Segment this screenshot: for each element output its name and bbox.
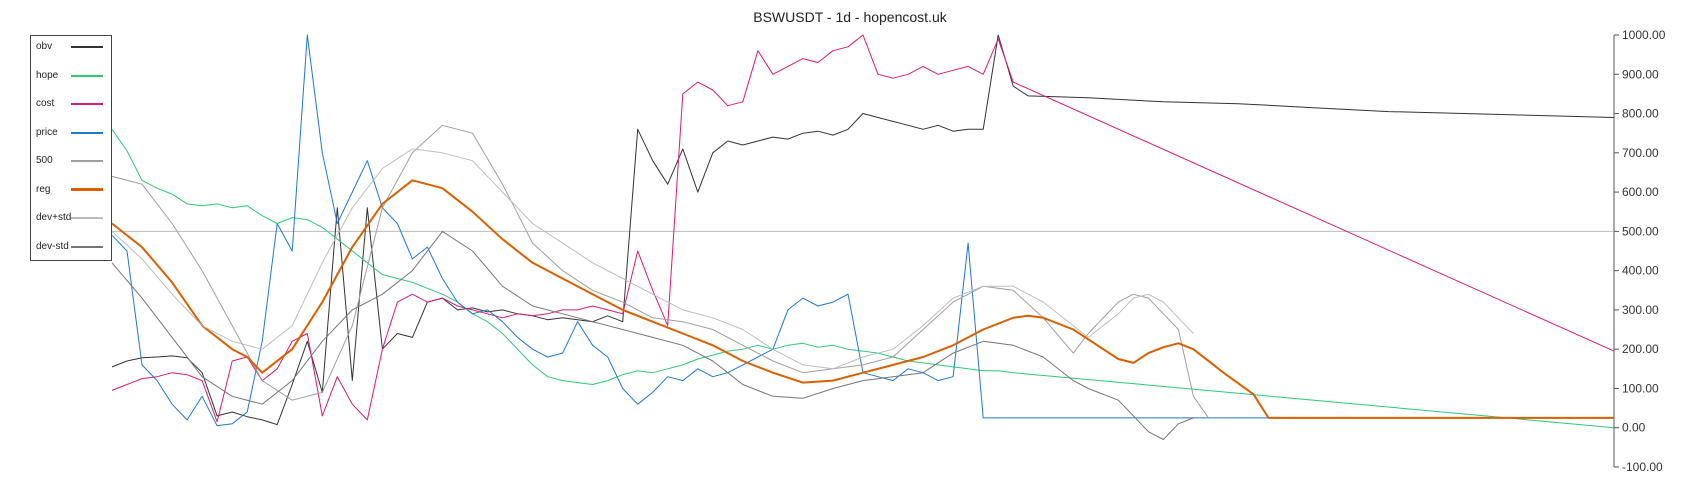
y-tick-label: 100.00 — [1622, 381, 1659, 395]
y-tick-label: 400.00 — [1622, 264, 1659, 278]
series-line-obv — [111, 34, 1615, 426]
y-tick-label: 1000.00 — [1622, 28, 1666, 42]
legend-swatch-hope — [71, 75, 103, 77]
legend-label-price: price — [36, 127, 58, 138]
legend-item-cost: cost — [36, 96, 108, 112]
y-tick-label: 300.00 — [1622, 303, 1659, 317]
series-line-cost — [111, 34, 1615, 423]
legend-label-500: 500 — [36, 155, 53, 166]
legend-item-price: price — [36, 125, 108, 141]
series-line-reg — [111, 179, 1614, 419]
legend-swatch-reg — [71, 188, 103, 191]
legend-swatch-obv — [71, 46, 103, 48]
y-tick-label: -100.00 — [1622, 460, 1663, 474]
y-tick-label: 800.00 — [1622, 107, 1659, 121]
series-line-500 — [111, 124, 1209, 419]
y-tick-label: 900.00 — [1622, 67, 1659, 81]
series-line-price — [111, 34, 1614, 427]
legend-item-500: 500 — [36, 153, 108, 169]
y-axis-ticks: 1000.00 900.00 800.00 700.00 600.00 500.00 400… — [1614, 28, 1666, 474]
legend-label-obv: obv — [36, 41, 53, 52]
chart-title: BSWUSDT - 1d - hopencost.uk — [753, 9, 947, 25]
legend-label-cost: cost — [36, 98, 55, 109]
legend-swatch-dev-minus-std — [71, 246, 103, 248]
legend-swatch-500 — [71, 160, 103, 162]
legend-item-dev-minus-std: dev-std — [36, 239, 108, 255]
legend-item-reg: reg — [36, 182, 108, 198]
legend-label-hope: hope — [36, 70, 59, 81]
legend-label-reg: reg — [36, 184, 51, 195]
series-line-dev-plus-std — [111, 148, 1194, 370]
series-line-hope — [111, 129, 1615, 429]
legend-swatch-cost — [71, 103, 103, 105]
y-tick-label: 0.00 — [1622, 421, 1646, 435]
series-line-dev-std — [111, 230, 1194, 440]
legend-item-hope: hope — [36, 68, 108, 84]
legend-swatch-price — [71, 132, 103, 134]
series-layer — [111, 34, 1615, 440]
y-tick-label: 600.00 — [1622, 185, 1659, 199]
legend: obv hope cost price 500 reg dev+std dev-… — [30, 35, 112, 261]
y-tick-label: 700.00 — [1622, 146, 1659, 160]
legend-swatch-dev-plus-std — [71, 217, 103, 219]
y-tick-label: 200.00 — [1622, 342, 1659, 356]
legend-label-dev-plus-std: dev+std — [36, 212, 72, 223]
legend-label-dev-minus-std: dev-std — [36, 241, 69, 252]
legend-item-dev-plus-std: dev+std — [36, 210, 108, 226]
legend-item-obv: obv — [36, 39, 108, 55]
y-tick-label: 500.00 — [1622, 224, 1659, 238]
